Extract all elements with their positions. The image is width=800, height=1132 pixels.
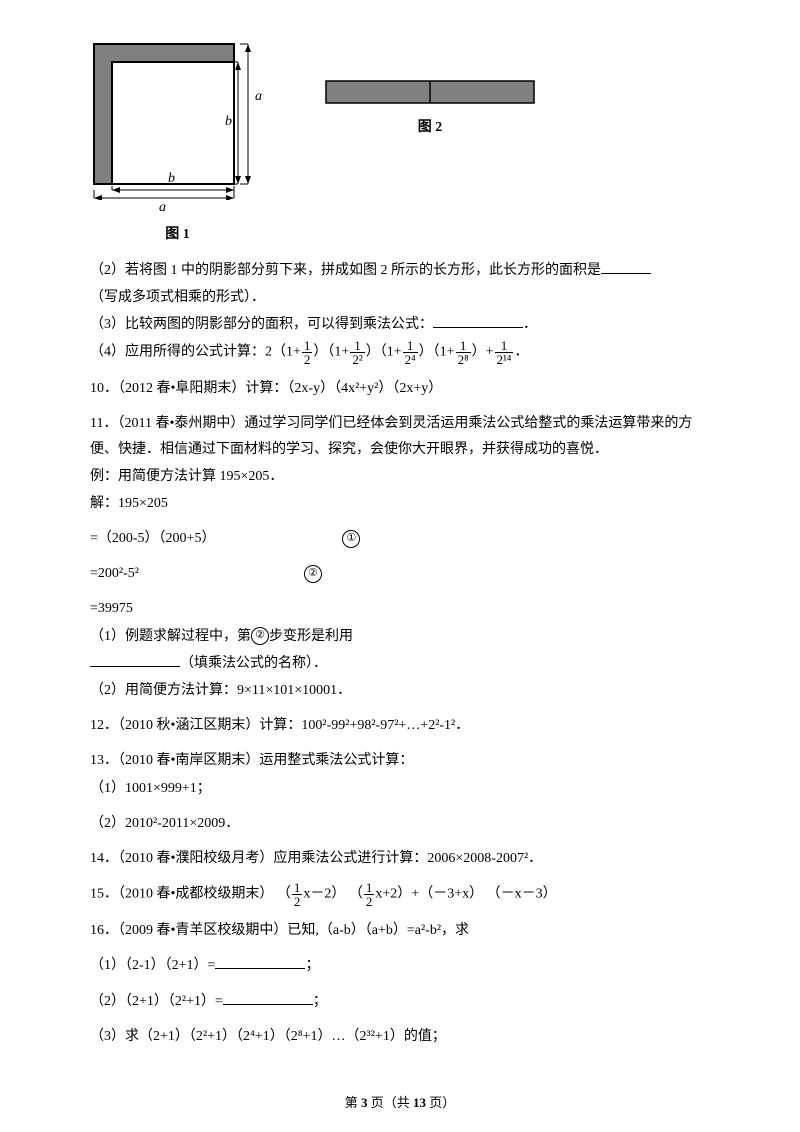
t: x－2） （ <box>303 887 363 902</box>
q11-7: （1）例题求解过程中，第②步变形是利用 <box>90 624 710 649</box>
t: （填乘法公式的名称）． <box>180 656 327 671</box>
blank <box>90 652 180 667</box>
q13-1: 13．（2010 春•南岸区期末）运用整式乘法公式计算： <box>90 748 710 773</box>
t: （1）（2-1）（2+1）= <box>90 958 215 973</box>
figure-2-caption: 图 2 <box>325 115 535 140</box>
figure-2-svg <box>325 80 535 104</box>
t: 步变形是利用 <box>269 629 353 644</box>
q16-2: （1）（2-1）（2+1）= ； <box>90 953 710 978</box>
svg-text:a: a <box>255 89 262 104</box>
q16-1: 16．（2009 春•青羊区校级期中）已知,（a-b）（a+b）=a²-b²，求 <box>90 918 710 943</box>
q9-3: （3）比较两图的阴影部分的面积，可以得到乘法公式： ． <box>90 312 710 337</box>
page-footer: 第 3 页（共 13 页） <box>0 1091 800 1114</box>
q13-2: （1）1001×999+1； <box>90 776 710 801</box>
q11-7c: （填乘法公式的名称）． <box>90 651 710 676</box>
t: x+2）+（－3+x） （－x－3） <box>375 887 556 902</box>
q11-8: （2）用简便方法计算：9×11×101×10001． <box>90 678 710 703</box>
blank <box>433 313 523 328</box>
period: ． <box>523 317 537 332</box>
t: =200²-5² <box>90 566 139 581</box>
t: ； <box>305 958 319 973</box>
figures-row: a b b <box>90 40 710 248</box>
figure-1-svg: a b b <box>90 40 265 200</box>
q9-2b: （写成多项式相乘的形式）． <box>90 285 710 310</box>
t: ； <box>313 994 327 1009</box>
figure-2: 图 2 <box>325 80 535 140</box>
t: （1）例题求解过程中，第 <box>90 629 251 644</box>
q9-4: （4）应用所得的公式计算：2（1+12）（1+12²）（1+12⁴）（1+12⁸… <box>90 339 710 366</box>
t: 第 <box>345 1095 361 1110</box>
t: 页（共 <box>367 1095 413 1110</box>
t: =（200-5）（200+5） <box>90 531 215 546</box>
q10: 10．（2012 春•阜阳期末）计算：（2x-y）（4x²+y²）（2x+y） <box>90 376 710 401</box>
circle-1: ① <box>342 530 360 548</box>
svg-text:b: b <box>168 171 175 186</box>
blank <box>601 259 651 274</box>
q11-5: =200²-5² ② <box>90 561 710 586</box>
t: ）（1+ <box>366 345 402 360</box>
circle-2b: ② <box>251 627 269 645</box>
q11-1: 11．（2011 春•泰州期中）通过学习同学们已经体会到灵活运用乘法公式给整式的… <box>90 411 710 461</box>
blank <box>223 990 313 1005</box>
q11-4: =（200-5）（200+5） ① <box>90 526 710 551</box>
circle-2: ② <box>304 565 322 583</box>
svg-text:b: b <box>225 114 232 129</box>
q15: 15．（2010 春•成都校级期末） （12x－2） （12x+2）+（－3+x… <box>90 881 710 908</box>
t: ）（1+ <box>313 345 349 360</box>
q9-2: （2）若将图 1 中的阴影部分剪下来，拼成如图 2 所示的长方形，此长方形的面积… <box>90 258 710 283</box>
q12: 12．（2010 秋•涵江区期末）计算：100²-99²+98²-97²+…+2… <box>90 713 710 738</box>
t: ）+ <box>472 345 494 360</box>
blank <box>215 954 305 969</box>
q9-2-text: （2）若将图 1 中的阴影部分剪下来，拼成如图 2 所示的长方形，此长方形的面积… <box>90 263 601 278</box>
q13-3: （2）2010²-2011×2009． <box>90 811 710 836</box>
t: ）（1+ <box>419 345 455 360</box>
t: 15．（2010 春•成都校级期末） （ <box>90 887 291 902</box>
page-total: 13 <box>413 1095 426 1110</box>
t: （4）应用所得的公式计算：2（1+ <box>90 345 301 360</box>
q11-2: 例：用简便方法计算 195×205． <box>90 464 710 489</box>
period: ． <box>514 345 528 360</box>
q9-3-text: （3）比较两图的阴影部分的面积，可以得到乘法公式： <box>90 317 433 332</box>
figure-1: a b b <box>90 40 265 248</box>
q11-6: =39975 <box>90 596 710 621</box>
q16-3: （2）（2+1）（2²+1）= ； <box>90 989 710 1014</box>
q16-4: （3）求（2+1）（2²+1）（2⁴+1）（2⁸+1）…（2³²+1）的值； <box>90 1024 710 1049</box>
q11-3: 解：195×205 <box>90 491 710 516</box>
t: （2）（2+1）（2²+1）= <box>90 994 223 1009</box>
t: 页） <box>426 1095 455 1110</box>
figure-1-caption: 图 1 <box>90 222 265 247</box>
q14: 14．（2010 春•濮阳校级月考）应用乘法公式进行计算：2006×2008-2… <box>90 846 710 871</box>
